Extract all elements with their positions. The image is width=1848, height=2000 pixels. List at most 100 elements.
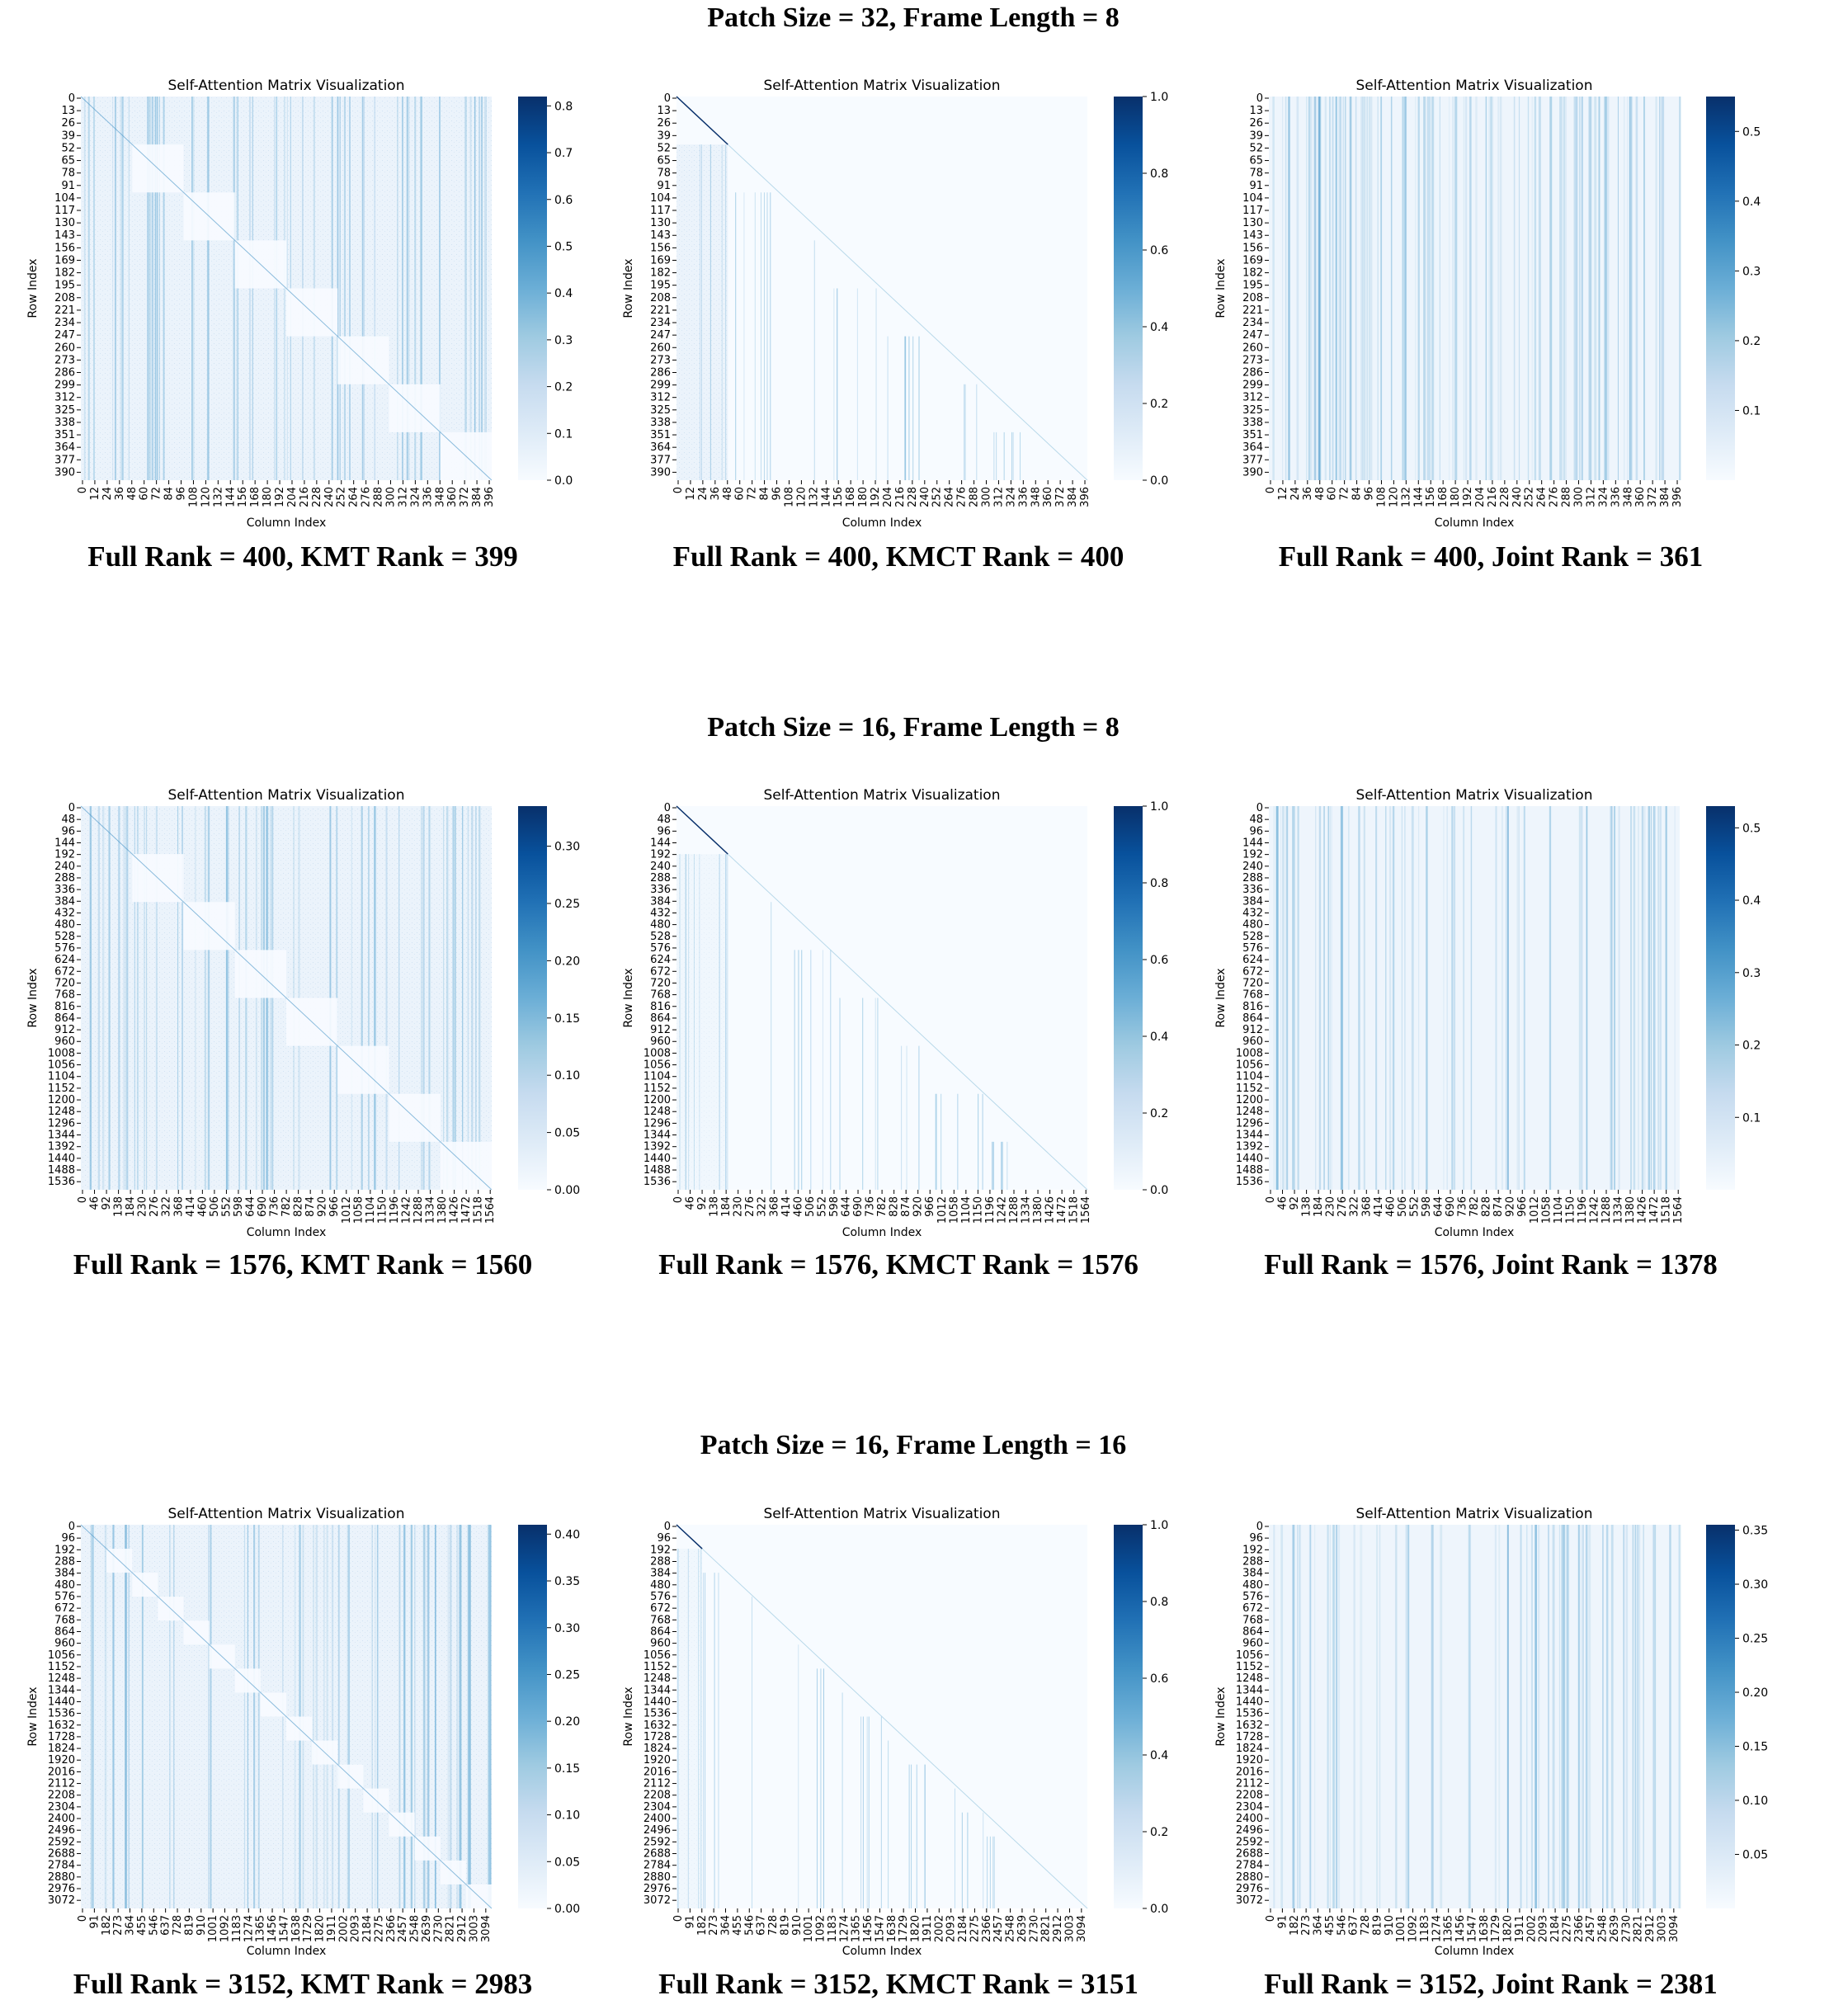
x-tick-label: 372 (1647, 487, 1659, 507)
attention-streak (163, 97, 165, 480)
masked-region (676, 1525, 1087, 1550)
y-tick-label: 960 (54, 1035, 75, 1048)
attention-streak (718, 1573, 719, 1908)
x-tick-label: 2730 (1028, 1915, 1040, 1942)
y-tick-label: 624 (650, 954, 671, 966)
attention-streak (1276, 806, 1278, 1190)
colorbar (518, 806, 547, 1190)
colorbar-tick-label: 0.0 (1150, 1903, 1168, 1916)
y-tick-label: 384 (1242, 1568, 1263, 1580)
y-tick-label: 1344 (1236, 1130, 1263, 1142)
x-tick-label: 637 (756, 1915, 768, 1936)
attention-streak (467, 1525, 469, 1908)
x-tick-label: 252 (1524, 487, 1536, 507)
x-tick-label: 3003 (1063, 1915, 1076, 1942)
y-tick-label: 768 (54, 989, 75, 1002)
y-tick-label: 1632 (48, 1719, 75, 1732)
y-tick-label: 2304 (48, 1801, 75, 1814)
y-tick-label: 96 (61, 825, 75, 837)
colorbar-tick-label: 0.05 (554, 1127, 580, 1140)
attention-streak (104, 1525, 107, 1908)
attention-streak (1341, 806, 1344, 1190)
y-tick-label: 1344 (48, 1684, 75, 1696)
y-tick-label: 240 (54, 861, 75, 873)
attention-streak (474, 97, 476, 480)
attention-streak (361, 806, 363, 1190)
y-tick-label: 2016 (1236, 1766, 1263, 1778)
x-tick-label: 546 (1336, 1915, 1348, 1936)
y-tick-label: 1440 (644, 1153, 671, 1165)
x-tick-label: 1518 (1068, 1196, 1081, 1224)
x-tick-label: 92 (696, 1196, 709, 1210)
attention-streak (1431, 1525, 1434, 1908)
y-tick-label: 39 (61, 130, 75, 142)
attention-streak (1568, 1525, 1570, 1908)
attention-streak (173, 1525, 175, 1908)
attention-streak (156, 97, 158, 480)
x-tick-label: 240 (1511, 487, 1524, 507)
x-tick-label: 230 (1325, 1196, 1337, 1217)
y-tick-label: 65 (657, 155, 671, 167)
attention-streak (1625, 1525, 1629, 1908)
attention-streak (112, 1525, 115, 1908)
x-tick-label: 1472 (1056, 1196, 1068, 1224)
attention-streak (1655, 97, 1657, 480)
y-tick-label: 96 (657, 1532, 671, 1545)
colorbar-tick-label: 0.35 (1742, 1525, 1768, 1538)
x-tick-label: 96 (176, 487, 188, 501)
attention-streak (1598, 97, 1600, 480)
y-tick-label: 288 (650, 872, 671, 884)
attention-streak (1341, 806, 1343, 1190)
y-tick-label: 2400 (644, 1813, 671, 1825)
y-tick-label: 2112 (644, 1778, 671, 1790)
x-tick-label: 2821 (445, 1915, 457, 1942)
heatmap-panel-2: Self-Attention Matrix Visualization01326… (622, 78, 1168, 573)
y-tick-label: 2688 (48, 1848, 75, 1861)
x-tick-label: 180 (1450, 487, 1462, 507)
x-tick-label: 1242 (996, 1196, 1008, 1224)
colorbar-tick-label: 0.4 (1742, 894, 1761, 908)
panel-title: Self-Attention Matrix Visualization (1356, 787, 1593, 804)
masked-region (1010, 1836, 1087, 1861)
attention-streak (1566, 1525, 1569, 1908)
y-tick-label: 960 (1242, 1035, 1263, 1048)
attention-streak (123, 806, 125, 1190)
x-tick-label: 72 (151, 487, 163, 501)
x-tick-label: 1911 (326, 1915, 338, 1942)
x-tick-label: 168 (845, 487, 857, 507)
y-tick-label: 576 (54, 1591, 75, 1603)
y-tick-label: 1536 (644, 1176, 671, 1188)
y-tick-label: 234 (650, 317, 671, 329)
y-tick-label: 364 (650, 441, 671, 454)
x-tick-label: 192 (1462, 487, 1474, 507)
x-tick-label: 2093 (945, 1915, 958, 1942)
colorbar-tick-label: 0.35 (554, 1575, 580, 1588)
colorbar-tick-label: 0.1 (1742, 1111, 1761, 1125)
y-axis-label: Row Index (26, 258, 40, 318)
x-tick-label: 368 (768, 1196, 780, 1217)
attention-streak (1391, 97, 1393, 480)
x-tick-label: 300 (385, 487, 398, 507)
y-tick-label: 672 (650, 1602, 671, 1615)
colorbar-tick-label: 0.3 (1742, 265, 1761, 278)
y-tick-label: 192 (1242, 849, 1263, 861)
colorbar-tick-label: 0.4 (1150, 321, 1168, 334)
y-tick-label: 1632 (644, 1719, 671, 1732)
attention-streak (905, 336, 907, 480)
attention-streak (721, 144, 723, 480)
attention-streak (1488, 97, 1490, 480)
panel-title: Self-Attention Matrix Visualization (764, 787, 1001, 804)
attention-streak (1576, 97, 1578, 480)
attention-streak (1353, 1525, 1355, 1908)
attention-streak (1605, 97, 1607, 480)
panel-title: Self-Attention Matrix Visualization (764, 1506, 1001, 1522)
x-tick-label: 156 (1425, 487, 1437, 507)
x-axis-label: Column Index (842, 1945, 922, 1958)
x-tick-label: 1183 (1419, 1915, 1431, 1942)
x-tick-label: 546 (743, 1915, 756, 1936)
y-tick-label: 1152 (1236, 1083, 1263, 1095)
causal-block-region (676, 144, 728, 480)
attention-streak (1678, 1525, 1681, 1908)
attention-streak (128, 1525, 130, 1908)
attention-streak (228, 806, 229, 1190)
